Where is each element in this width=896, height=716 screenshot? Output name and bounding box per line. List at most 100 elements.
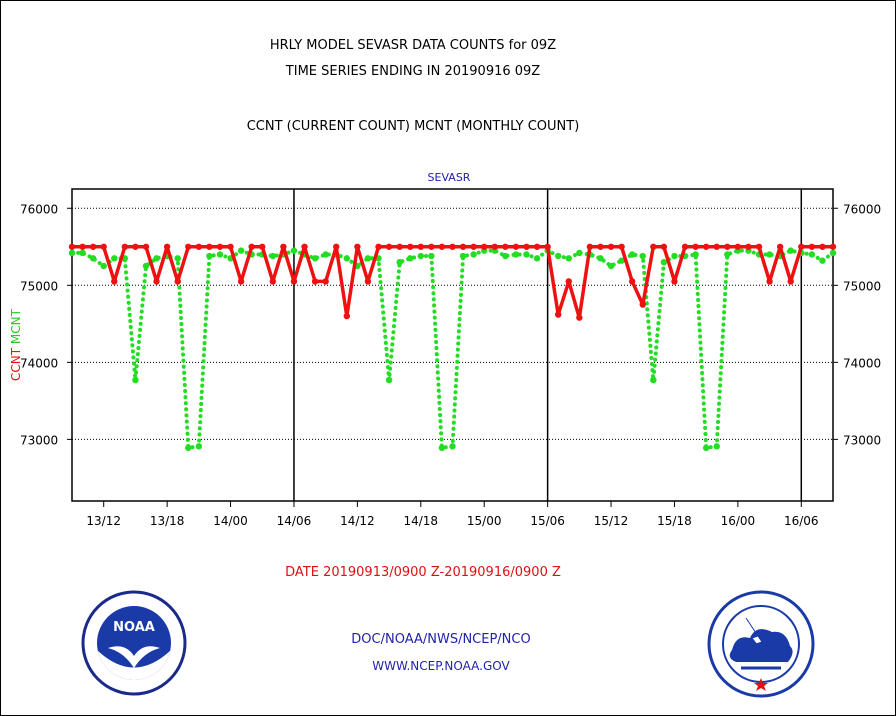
data-point-ccnt (724, 243, 731, 250)
data-point-ccnt (512, 243, 520, 250)
data-point-ccnt (301, 243, 308, 250)
data-point-ccnt (174, 278, 181, 285)
data-point-ccnt (734, 243, 742, 250)
data-point-ccnt (618, 243, 625, 250)
data-point-mcnt (237, 247, 245, 254)
svg-text:NOAA: NOAA (113, 620, 155, 635)
data-point-ccnt (713, 243, 720, 250)
data-point-ccnt (681, 243, 689, 250)
y-tick-label-right: 73000 (843, 433, 881, 447)
data-point-ccnt (428, 243, 435, 250)
data-point-ccnt (745, 243, 752, 250)
x-tick-label: 14/06 (277, 514, 312, 528)
data-point-mcnt (269, 252, 277, 260)
data-point-ccnt (702, 243, 710, 250)
data-point-ccnt (142, 243, 150, 250)
data-point-mcnt (512, 251, 520, 258)
data-point-mcnt (819, 257, 826, 264)
data-point-mcnt (322, 251, 329, 258)
data-point-ccnt (206, 243, 213, 250)
data-point-ccnt (385, 243, 393, 250)
data-point-ccnt (79, 243, 86, 250)
data-point-mcnt (79, 249, 86, 257)
data-point-ccnt (755, 243, 763, 250)
data-point-mcnt (216, 251, 224, 258)
data-point-mcnt (132, 376, 139, 384)
data-point-mcnt (692, 251, 699, 258)
data-point-ccnt (322, 278, 329, 285)
data-point-ccnt (163, 243, 171, 250)
data-point-ccnt (502, 243, 509, 250)
data-point-mcnt (639, 252, 646, 260)
data-point-mcnt (618, 257, 625, 264)
y-axis-label: CCNT MCNT (9, 308, 23, 381)
y-tick-label-right: 75000 (843, 279, 881, 293)
data-point-ccnt (195, 243, 203, 250)
data-point-ccnt (819, 243, 826, 250)
data-point-ccnt (576, 314, 583, 321)
data-point-ccnt (544, 243, 551, 250)
data-point-ccnt (132, 243, 139, 250)
data-point-ccnt (333, 243, 340, 250)
data-point-ccnt (375, 243, 382, 250)
data-point-mcnt (311, 255, 319, 262)
data-point-mcnt (554, 252, 562, 260)
y-tick-label-left: 73000 (20, 433, 58, 447)
data-point-ccnt (311, 278, 319, 285)
data-point-mcnt (407, 255, 414, 262)
x-tick-label: 16/00 (721, 514, 756, 528)
x-tick-label: 14/12 (340, 514, 375, 528)
data-point-ccnt (100, 243, 107, 250)
data-point-ccnt (121, 243, 129, 250)
data-point-ccnt (227, 243, 234, 250)
data-point-ccnt (533, 243, 541, 250)
data-point-mcnt (523, 251, 530, 258)
data-point-ccnt (671, 278, 678, 285)
data-point-mcnt (428, 252, 435, 260)
x-tick-label: 14/18 (403, 514, 438, 528)
data-point-ccnt (269, 278, 277, 285)
data-point-ccnt (449, 243, 456, 250)
x-tick-label: 15/00 (467, 514, 502, 528)
data-point-ccnt (185, 243, 192, 250)
data-point-ccnt (290, 278, 298, 285)
data-point-ccnt (111, 278, 118, 285)
data-point-mcnt (597, 255, 604, 262)
chart-title-line2: TIME SERIES ENDING IN 20190916 09Z (285, 64, 541, 79)
data-point-ccnt (481, 243, 488, 250)
data-point-mcnt (829, 249, 837, 257)
y-tick-label-left: 75000 (20, 279, 58, 293)
data-point-mcnt (533, 255, 541, 262)
nws-logo (707, 590, 815, 698)
series-line-mcnt (70, 248, 835, 450)
data-point-mcnt (565, 255, 572, 262)
data-point-mcnt (195, 443, 203, 450)
data-point-mcnt (576, 249, 583, 257)
data-point-mcnt (206, 252, 213, 260)
footer-org: DOC/NOAA/NWS/NCEP/NCO (351, 632, 531, 647)
x-tick-label: 15/06 (530, 514, 565, 528)
data-point-mcnt (459, 252, 467, 260)
data-point-ccnt (798, 243, 805, 250)
plot-area (71, 188, 834, 502)
data-point-mcnt (660, 258, 668, 266)
data-point-ccnt (650, 243, 657, 250)
data-point-ccnt (417, 243, 424, 250)
data-point-ccnt (364, 278, 372, 285)
data-point-ccnt (248, 243, 255, 250)
x-tick-label: 14/00 (213, 514, 248, 528)
data-point-mcnt (470, 251, 477, 258)
data-point-mcnt (787, 247, 794, 254)
data-point-mcnt (174, 255, 181, 262)
data-point-mcnt (702, 444, 710, 452)
data-point-ccnt (438, 243, 446, 250)
plot-title: SEVASR (427, 171, 471, 184)
date-range-label: DATE 20190913/0900 Z-20190916/0900 Z (285, 565, 561, 580)
y-tick-label-left: 74000 (20, 356, 58, 370)
x-tick-label: 13/12 (86, 514, 121, 528)
series-line-ccnt (70, 245, 835, 320)
data-point-ccnt (554, 311, 562, 318)
data-point-ccnt (470, 243, 477, 250)
data-point-ccnt (259, 243, 266, 250)
